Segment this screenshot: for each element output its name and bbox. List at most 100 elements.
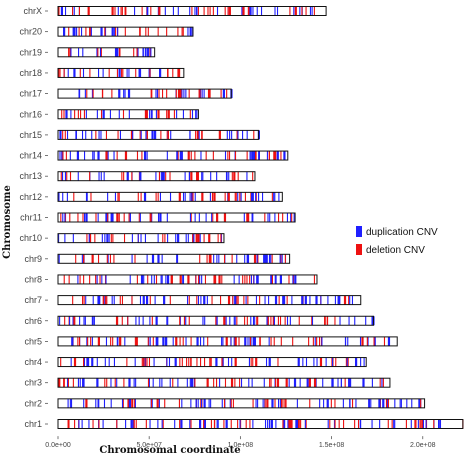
duplication-mark bbox=[231, 357, 233, 367]
duplication-mark bbox=[190, 378, 194, 388]
duplication-mark bbox=[183, 89, 185, 99]
deletion-mark bbox=[391, 419, 393, 429]
duplication-mark bbox=[155, 336, 157, 346]
duplication-mark bbox=[224, 151, 227, 161]
duplication-mark bbox=[77, 151, 79, 161]
deletion-mark bbox=[58, 378, 61, 388]
duplication-mark bbox=[291, 295, 293, 305]
duplication-mark bbox=[118, 68, 121, 78]
deletion-mark bbox=[100, 47, 102, 57]
deletion-mark bbox=[177, 68, 180, 78]
deletion-mark bbox=[357, 419, 360, 429]
deletion-mark bbox=[272, 316, 274, 326]
deletion-mark bbox=[237, 295, 239, 305]
duplication-mark bbox=[131, 233, 133, 243]
deletion-mark bbox=[288, 419, 291, 429]
deletion-mark bbox=[106, 295, 108, 305]
deletion-mark bbox=[116, 151, 118, 161]
chromosome-label-chr2: chr2 bbox=[24, 398, 42, 408]
deletion-mark bbox=[197, 171, 199, 181]
duplication-mark bbox=[71, 336, 74, 346]
deletion-mark bbox=[97, 336, 100, 346]
deletion-mark bbox=[200, 89, 202, 99]
duplication-mark bbox=[177, 233, 180, 243]
duplication-mark bbox=[282, 295, 286, 305]
duplication-mark bbox=[373, 336, 376, 346]
duplication-mark bbox=[293, 6, 295, 16]
duplication-mark bbox=[176, 254, 179, 264]
deletion-mark bbox=[133, 398, 135, 408]
deletion-mark bbox=[158, 171, 160, 181]
deletion-mark bbox=[132, 419, 135, 429]
duplication-mark bbox=[393, 419, 395, 429]
duplication-mark bbox=[65, 109, 68, 119]
deletion-mark bbox=[117, 130, 119, 140]
duplication-mark bbox=[270, 419, 273, 429]
deletion-mark bbox=[280, 398, 283, 408]
duplication-mark bbox=[210, 171, 212, 181]
deletion-mark bbox=[186, 357, 188, 367]
duplication-mark bbox=[107, 233, 109, 243]
deletion-mark bbox=[82, 254, 84, 264]
duplication-mark bbox=[115, 47, 118, 57]
duplication-mark bbox=[81, 419, 83, 429]
deletion-mark bbox=[236, 295, 238, 305]
deletion-mark bbox=[83, 109, 85, 119]
deletion-mark bbox=[138, 213, 140, 222]
duplication-mark bbox=[96, 357, 98, 367]
duplication-mark bbox=[185, 233, 187, 243]
deletion-mark bbox=[88, 233, 92, 243]
deletion-mark bbox=[373, 336, 375, 346]
duplication-mark bbox=[410, 419, 412, 429]
duplication-mark bbox=[74, 27, 76, 37]
duplication-mark bbox=[145, 47, 147, 57]
deletion-mark bbox=[199, 254, 201, 264]
duplication-mark bbox=[347, 336, 349, 346]
deletion-mark bbox=[87, 6, 90, 16]
deletion-mark bbox=[249, 274, 251, 284]
duplication-mark bbox=[126, 171, 129, 181]
deletion-mark bbox=[164, 233, 166, 243]
chromosome-label-chr12: chr12 bbox=[19, 192, 42, 202]
deletion-mark bbox=[100, 109, 103, 119]
duplication-mark bbox=[365, 316, 367, 326]
duplication-mark bbox=[134, 357, 136, 367]
deletion-mark bbox=[200, 398, 202, 408]
duplication-mark bbox=[181, 151, 183, 161]
deletion-mark bbox=[246, 151, 248, 161]
duplication-mark bbox=[348, 378, 352, 388]
deletion-mark bbox=[124, 151, 128, 161]
deletion-mark bbox=[77, 109, 79, 119]
deletion-mark bbox=[60, 171, 62, 181]
duplication-mark bbox=[255, 295, 257, 305]
duplication-mark bbox=[140, 130, 142, 140]
duplication-mark bbox=[260, 6, 263, 16]
duplication-mark bbox=[195, 398, 197, 408]
duplication-mark bbox=[143, 151, 147, 161]
deletion-mark bbox=[347, 357, 349, 367]
duplication-mark bbox=[199, 274, 201, 284]
duplication-mark bbox=[262, 398, 264, 408]
deletion-mark bbox=[188, 295, 190, 305]
duplication-mark bbox=[247, 336, 249, 346]
duplication-mark bbox=[348, 378, 350, 388]
chromosome-label-chr20: chr20 bbox=[19, 27, 42, 37]
duplication-mark bbox=[102, 419, 104, 429]
chromosome-label-chr13: chr13 bbox=[19, 171, 42, 181]
duplication-mark bbox=[257, 398, 259, 408]
deletion-mark bbox=[190, 419, 192, 429]
duplication-mark bbox=[337, 295, 340, 305]
deletion-mark bbox=[189, 109, 191, 119]
chromosome-label-chr7: chr7 bbox=[24, 295, 42, 305]
deletion-mark bbox=[194, 378, 196, 388]
duplication-mark bbox=[268, 419, 271, 429]
duplication-mark bbox=[91, 89, 93, 99]
duplication-mark bbox=[204, 316, 206, 326]
duplication-mark bbox=[159, 378, 161, 388]
duplication-mark bbox=[236, 254, 238, 264]
duplication-mark bbox=[274, 6, 276, 16]
deletion-mark bbox=[210, 357, 212, 367]
deletion-mark bbox=[141, 357, 143, 367]
deletion-mark bbox=[234, 378, 236, 388]
deletion-mark bbox=[210, 419, 212, 429]
